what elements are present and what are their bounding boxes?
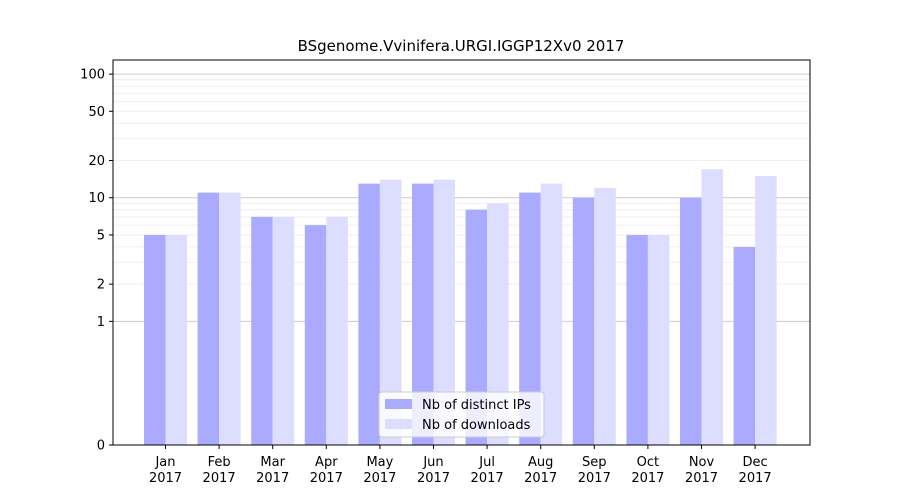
bar-distinct-ips xyxy=(197,192,220,445)
x-tick-label: Mar xyxy=(260,455,285,470)
x-tick-label: Aug xyxy=(528,455,553,470)
y-tick-label: 1 xyxy=(97,315,105,330)
x-tick-label: 2017 xyxy=(471,471,504,486)
x-tick-label: Jun xyxy=(422,455,443,470)
x-tick-label: 2017 xyxy=(524,471,557,486)
bar-downloads xyxy=(433,179,455,446)
legend-swatch xyxy=(385,399,412,409)
bar-distinct-ips xyxy=(144,234,166,445)
y-tick-label: 100 xyxy=(80,68,105,83)
legend: Nb of distinct IPs Nb of downloads xyxy=(378,391,545,438)
bar-distinct-ips xyxy=(358,183,380,445)
x-tick-label: Dec xyxy=(743,455,768,470)
x-tick-label: Feb xyxy=(208,455,231,470)
y-tick-label: 10 xyxy=(88,191,105,206)
bar-distinct-ips xyxy=(304,225,327,445)
y-tick-label: 5 xyxy=(97,228,105,243)
x-tick-label: Apr xyxy=(315,455,338,470)
legend-label: Nb of downloads xyxy=(422,418,531,433)
bar-downloads xyxy=(701,169,723,445)
bar-downloads xyxy=(219,192,241,445)
x-tick-label: Jul xyxy=(478,455,495,470)
x-tick-label: 2017 xyxy=(310,471,343,486)
x-tick-label: 2017 xyxy=(685,471,718,486)
x-tick-label: 2017 xyxy=(363,471,396,486)
x-tick-label: 2017 xyxy=(739,471,772,486)
legend-label: Nb of distinct IPs xyxy=(422,398,531,413)
x-tick-label: Sep xyxy=(582,455,607,470)
bar-downloads xyxy=(379,179,402,446)
x-tick-label: Jan xyxy=(154,455,175,470)
x-tick-label: May xyxy=(366,455,393,470)
x-tick-label: 2017 xyxy=(256,471,289,486)
bar-downloads xyxy=(594,187,616,445)
bar-downloads xyxy=(272,216,295,445)
y-tick-label: 2 xyxy=(97,278,105,293)
y-tick-label: 0 xyxy=(97,439,105,454)
bar-distinct-ips xyxy=(733,246,756,445)
y-tick-label: 50 xyxy=(88,105,105,120)
bar-distinct-ips xyxy=(412,183,434,445)
x-tick-label: 2017 xyxy=(631,471,664,486)
bar-distinct-ips xyxy=(680,197,702,445)
bar-downloads xyxy=(165,234,187,445)
x-axis: Jan2017Feb2017Mar2017Apr2017May2017Jun20… xyxy=(149,445,772,486)
bar-downloads xyxy=(540,183,563,445)
plot-frame xyxy=(112,59,811,446)
bar-distinct-ips xyxy=(251,216,273,445)
bar-downloads xyxy=(755,175,777,445)
y-tick-label: 20 xyxy=(88,154,105,169)
x-tick-label: Nov xyxy=(689,455,715,470)
bar-distinct-ips xyxy=(519,192,541,445)
bar-downloads xyxy=(487,203,509,445)
bars xyxy=(144,169,777,446)
x-tick-label: 2017 xyxy=(578,471,611,486)
x-tick-label: 2017 xyxy=(417,471,450,486)
bar-distinct-ips xyxy=(465,209,488,445)
y-axis: 0 1 2 5 10 20 50 100 xyxy=(80,68,113,454)
x-tick-label: 2017 xyxy=(149,471,182,486)
bar-downloads xyxy=(326,216,348,445)
bar-downloads xyxy=(647,234,670,445)
bar-distinct-ips xyxy=(626,234,648,445)
x-tick-label: Oct xyxy=(637,455,659,470)
legend-swatch xyxy=(385,419,412,429)
legend-box xyxy=(378,391,545,438)
x-tick-label: 2017 xyxy=(203,471,236,486)
bar-distinct-ips xyxy=(572,197,595,445)
chart-title: BSgenome.Vvinifera.URGI.IGGP12Xv0 2017 xyxy=(298,37,625,55)
